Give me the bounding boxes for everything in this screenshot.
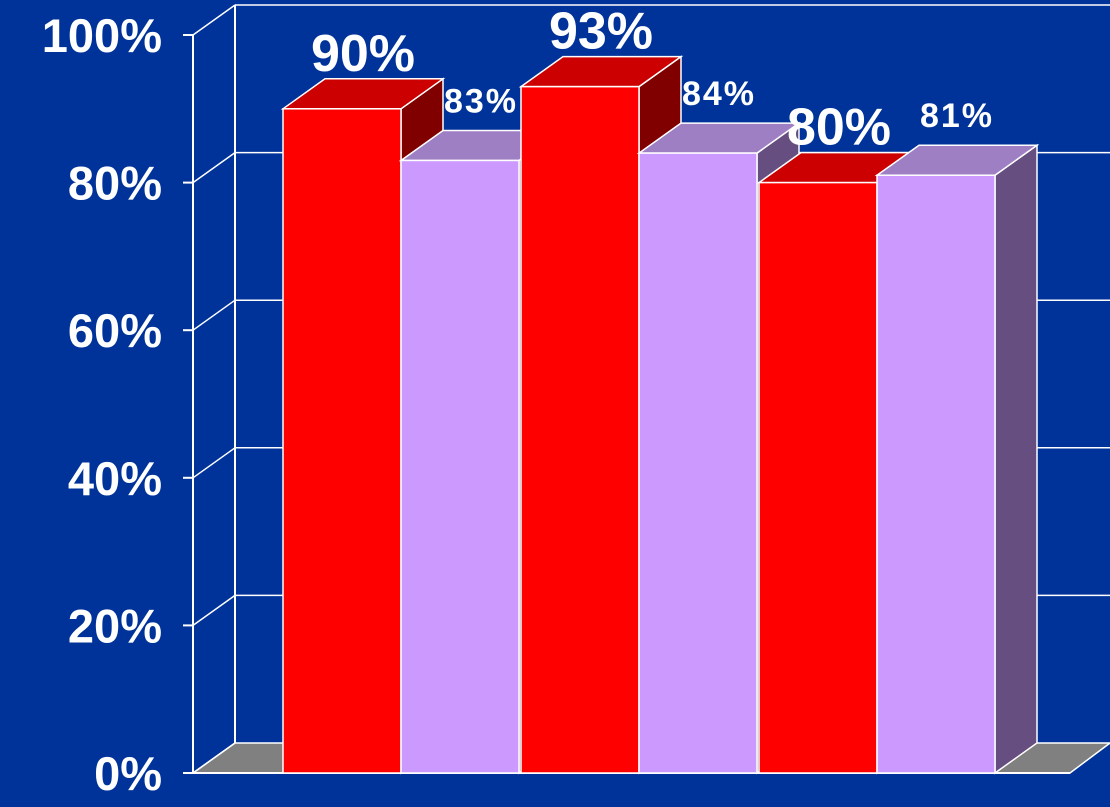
bar <box>876 174 996 774</box>
y-tick-label: 40% <box>68 452 162 505</box>
y-tick-label: 20% <box>68 599 162 652</box>
bar <box>520 85 640 774</box>
data-label: 84% <box>682 75 756 113</box>
bar <box>400 159 520 774</box>
data-label: 83% <box>444 82 518 120</box>
data-label: 93% <box>549 3 653 61</box>
bar <box>282 108 402 774</box>
gridline-diagonal <box>192 742 236 774</box>
y-tick-label: 80% <box>68 157 162 210</box>
data-label: 81% <box>920 97 994 135</box>
data-label: 90% <box>311 25 415 83</box>
gridline-diagonal <box>192 299 236 331</box>
bar <box>638 152 758 774</box>
bar-side <box>994 143 1038 775</box>
y-tick-label: 0% <box>94 747 162 800</box>
gridline-diagonal <box>192 151 236 184</box>
gridline-diagonal <box>192 4 236 36</box>
y-tick-label: 60% <box>68 304 162 357</box>
y-tick-label: 100% <box>42 9 162 62</box>
gridline-diagonal <box>192 594 236 627</box>
data-label: 80% <box>787 99 891 157</box>
bar <box>758 181 878 774</box>
gridline-diagonal <box>192 447 236 479</box>
